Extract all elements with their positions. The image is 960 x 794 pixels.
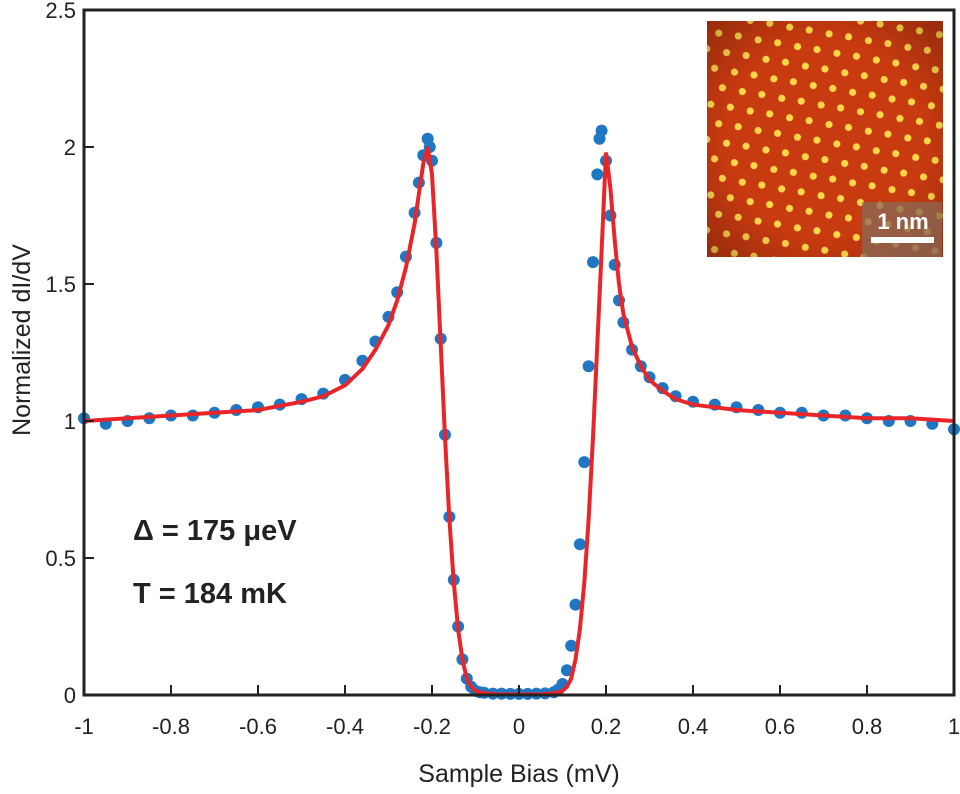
- x-tick-label: -0.8: [152, 714, 190, 739]
- data-point: [560, 664, 573, 677]
- x-tick-label: 0.8: [852, 714, 883, 739]
- y-axis-title: Normalized dI/dV: [8, 244, 36, 436]
- data-point: [595, 124, 608, 137]
- x-tick-label: 0: [513, 714, 525, 739]
- y-tick-label: 2.5: [45, 0, 76, 23]
- x-tick-label: 0.2: [591, 714, 622, 739]
- data-point: [591, 168, 604, 181]
- annotation-gap: Δ = 175 μeV: [133, 515, 297, 547]
- y-tick-label: 2: [64, 135, 76, 160]
- data-point: [582, 360, 595, 373]
- scale-bar-label: 1 nm: [877, 209, 928, 234]
- data-point: [587, 256, 599, 269]
- x-tick-label: -1: [74, 714, 94, 739]
- annotation-temperature: T = 184 mK: [133, 578, 287, 610]
- x-axis-ticks: -1 -0.8 -0.6 -0.4 -0.2 0 0.2 0.4 0.6 0.8 1: [74, 685, 960, 739]
- data-point: [573, 538, 586, 551]
- data-point: [569, 598, 582, 611]
- scale-bar: [871, 237, 934, 243]
- data-point: [565, 639, 578, 652]
- x-tick-label: -0.6: [239, 714, 277, 739]
- data-point: [578, 456, 591, 469]
- inset-stm-image: 1 nm: [707, 21, 943, 257]
- x-tick-label: -0.2: [413, 714, 451, 739]
- x-tick-label: 0.6: [765, 714, 796, 739]
- y-tick-label: 1.5: [45, 272, 76, 297]
- x-tick-label: 1: [948, 714, 960, 739]
- y-tick-label: 0.5: [45, 546, 76, 571]
- plot-area: [78, 124, 960, 700]
- scale-bar-box: [862, 202, 942, 257]
- y-tick-label: 1: [64, 409, 76, 434]
- x-axis-title: Sample Bias (mV): [418, 760, 619, 788]
- x-tick-label: 0.4: [678, 714, 709, 739]
- x-tick-label: -0.4: [326, 714, 364, 739]
- y-axis-ticks: 0 0.5 1 1.5 2 2.5: [45, 0, 94, 708]
- y-tick-label: 0: [64, 683, 76, 708]
